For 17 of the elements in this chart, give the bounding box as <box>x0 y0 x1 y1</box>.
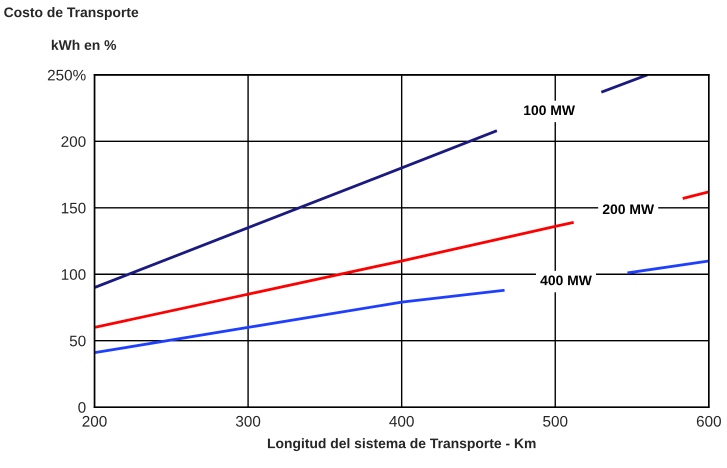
y-axis-title: kWh en % <box>52 40 116 50</box>
y-tick-label: 100 <box>62 269 86 280</box>
chart-title: Costo de Transporte <box>4 7 138 20</box>
y-tick-label: 250% <box>48 70 86 81</box>
y-tick-label: 200 <box>61 136 86 148</box>
text: 100 MW <box>524 105 575 116</box>
y-tick-label: 0 <box>78 402 86 413</box>
text: 200 MW <box>602 204 654 214</box>
x-axis-title: Longitud del sistema de Transporte - Km <box>268 438 536 452</box>
y-tick-label: 50 <box>70 336 86 346</box>
x-tick-label: 400 <box>389 416 414 427</box>
x-tick-label: 300 <box>236 416 260 427</box>
x-tick-label: 500 <box>543 416 568 427</box>
x-tick-label: 200 <box>82 416 107 427</box>
y-tick-label: 150 <box>62 202 86 214</box>
x-tick-label: 600 <box>696 416 721 427</box>
text: 400 MW <box>540 275 592 286</box>
